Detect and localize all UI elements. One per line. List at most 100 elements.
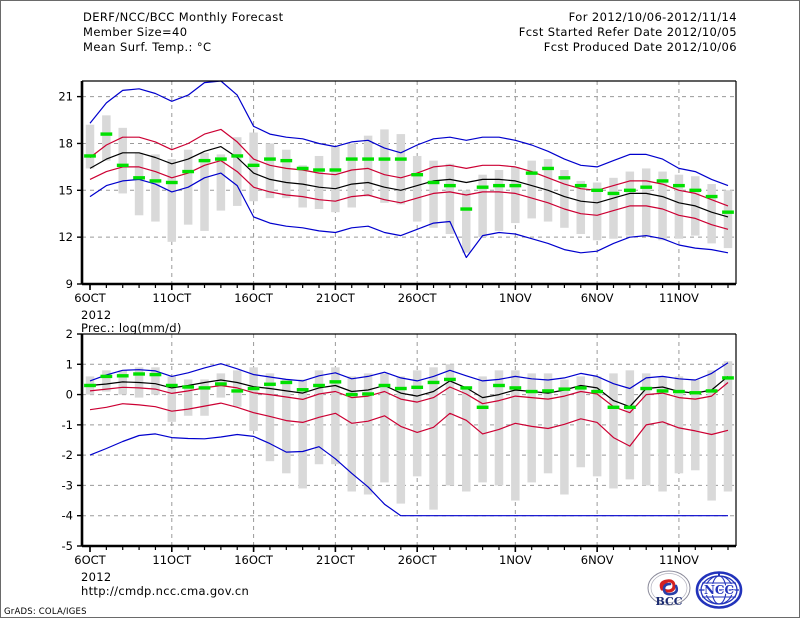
range-bar: [347, 143, 356, 208]
range-bar: [396, 134, 406, 205]
range-bar: [331, 146, 340, 213]
range-bar: [363, 135, 373, 197]
precipitation-chart-title: Prec.: log(mm/d): [81, 321, 182, 335]
ytick-label: -3: [62, 478, 73, 492]
ytick-label: -1: [62, 418, 73, 432]
range-bar: [641, 168, 651, 236]
grads-credit: GrADS: COLA/IGES: [4, 607, 87, 617]
range-bar: [200, 152, 209, 231]
ytick-label: 9: [66, 277, 73, 291]
xtick-label: 21OCT: [316, 291, 356, 305]
series-line-ensemble-mean: [89, 375, 729, 408]
range-bar: [380, 129, 389, 203]
xtick-label: 26OCT: [398, 291, 438, 305]
range-bar: [527, 373, 536, 483]
ncc-logo-text: NCC: [704, 583, 734, 597]
range-bar: [134, 152, 144, 216]
range-bar: [707, 370, 716, 501]
xtick-label: 11NOV: [659, 553, 699, 567]
range-bar: [462, 190, 471, 253]
range-bar: [723, 190, 733, 249]
range-bar: [478, 174, 487, 238]
range-bar: [560, 379, 569, 495]
precipitation-xaxis-year: 2012: [81, 570, 112, 584]
range-bar: [592, 376, 602, 477]
range-bar: [118, 127, 127, 194]
bcc-logo-text: BCC: [655, 595, 682, 608]
series-line-lower-quartile: [89, 160, 729, 230]
range-bar: [658, 376, 667, 492]
ytick-label: -4: [62, 509, 73, 523]
range-bar: [592, 182, 602, 241]
series-line-upper-extreme: [89, 80, 729, 187]
temperature-chart-title: Mean Surf. Temp.: °C: [83, 40, 212, 54]
bcc-logo: BCC: [647, 570, 691, 608]
ytick-label: -2: [62, 448, 73, 462]
xtick-label: 6NOV: [581, 553, 614, 567]
series-line-lower-inner: [89, 402, 729, 447]
range-bar: [298, 165, 307, 208]
range-bar: [478, 376, 487, 483]
forecast-range-label: For 2012/10/06-2012/11/14: [568, 10, 737, 24]
range-bar: [609, 373, 618, 489]
range-bar: [102, 370, 111, 392]
range-bar: [674, 376, 684, 474]
series-line-lower-extreme: [89, 433, 728, 517]
range-bar: [625, 370, 635, 480]
range-bar: [314, 155, 324, 210]
range-bar: [511, 370, 520, 501]
range-bar: [412, 370, 422, 477]
xtick-label: 6OCT: [74, 553, 106, 567]
xtick-label: 6NOV: [581, 291, 614, 305]
range-bar: [707, 184, 716, 244]
temperature-xaxis-year: 2012: [81, 308, 112, 322]
range-bar: [265, 373, 275, 462]
series-line-ensemble-mean: [89, 146, 729, 218]
range-bar: [527, 160, 536, 219]
range-bar: [216, 154, 226, 211]
fcst-started-label: Fcst Started Refer Date 2012/10/05: [518, 25, 737, 39]
range-bar: [396, 376, 406, 504]
range-bar: [249, 367, 258, 431]
range-bar: [151, 367, 160, 395]
xtick-label: 1NOV: [499, 553, 532, 567]
range-bar: [445, 163, 455, 235]
range-bar: [347, 376, 356, 492]
fcst-produced-label: Fcst Produced Date 2012/10/06: [543, 40, 737, 54]
range-bar: [462, 388, 471, 492]
ytick-label: 0: [66, 388, 73, 402]
source-url[interactable]: http://cmdp.ncc.cma.gov.cn: [81, 584, 250, 598]
range-bar: [380, 373, 389, 483]
xtick-label: 26OCT: [398, 553, 438, 567]
range-bar: [102, 115, 111, 161]
ytick-label: -5: [62, 539, 73, 553]
range-bar: [265, 143, 275, 199]
ytick-label: 2: [66, 327, 73, 341]
range-bar: [658, 171, 667, 241]
range-bar: [576, 376, 586, 468]
ytick-label: 21: [58, 90, 73, 104]
series-line-lower-extreme: [89, 172, 729, 259]
xtick-label: 11OCT: [152, 291, 192, 305]
xtick-label: 16OCT: [234, 291, 274, 305]
range-bar: [167, 376, 177, 422]
range-bar: [429, 160, 438, 228]
range-bar: [560, 170, 569, 228]
range-bar: [674, 174, 684, 239]
range-bar: [576, 180, 586, 235]
range-bar: [691, 379, 700, 471]
range-bar: [511, 166, 520, 224]
range-bar: [183, 379, 193, 416]
range-bar: [167, 159, 177, 242]
range-bar: [200, 379, 209, 416]
range-bar: [641, 373, 651, 486]
range-bar: [429, 367, 438, 510]
xtick-label: 11NOV: [659, 291, 699, 305]
range-bar: [543, 373, 553, 474]
range-bar: [363, 373, 373, 495]
range-bar: [85, 124, 95, 169]
series-line-upper-quartile: [89, 128, 729, 207]
